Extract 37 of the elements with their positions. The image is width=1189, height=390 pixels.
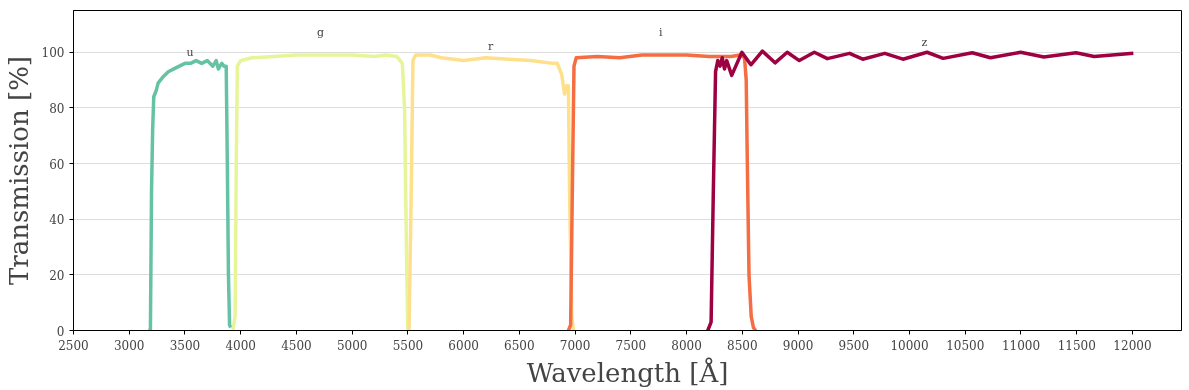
- x-tick-label: 9000: [782, 338, 814, 353]
- x-tick-label: 9500: [838, 338, 870, 353]
- x-tick-label: 2500: [58, 338, 89, 353]
- series-label: i: [658, 26, 663, 40]
- x-tick-label: 7000: [559, 338, 591, 353]
- x-tick-label: 11000: [1001, 338, 1041, 353]
- x-tick-label: 5000: [336, 338, 368, 353]
- line-series: [146, 58, 233, 331]
- x-tick-label: 5500: [392, 338, 424, 353]
- x-tick-label: 8500: [727, 338, 758, 353]
- x-tick-label: 4500: [281, 338, 312, 353]
- x-tick-label: 8000: [671, 338, 702, 353]
- x-tick-label: 6000: [448, 338, 479, 353]
- x-tick-label: 11500: [1057, 338, 1096, 353]
- y-tick-label: 80: [49, 101, 65, 116]
- x-tick-label: 7500: [615, 338, 647, 353]
- y-tick-label: 60: [49, 157, 65, 172]
- y-tick-label: 100: [41, 46, 65, 61]
- series-label: z: [921, 36, 928, 50]
- y-axis-title: Transmission [%]: [3, 55, 34, 285]
- x-axis-title: Wavelength [Å]: [526, 356, 729, 388]
- x-tick-label: 6500: [504, 338, 535, 353]
- line-series: [231, 53, 411, 331]
- y-tick-label: 40: [49, 213, 65, 228]
- series-label: u: [186, 45, 194, 59]
- y-tick-label: 20: [49, 268, 65, 283]
- x-tick-label: 10500: [946, 338, 985, 353]
- y-tick-label: 0: [56, 324, 65, 339]
- x-tick-label: 3500: [169, 338, 201, 353]
- x-tick-label: 3000: [113, 338, 145, 353]
- x-tick-label: 4000: [225, 338, 256, 353]
- line-series: [566, 53, 758, 331]
- x-tick-label: 12000: [1113, 338, 1152, 353]
- line-series: [706, 49, 1136, 331]
- series-label: r: [488, 40, 495, 54]
- x-tick-label: 10000: [890, 338, 929, 353]
- series-label: g: [316, 26, 324, 40]
